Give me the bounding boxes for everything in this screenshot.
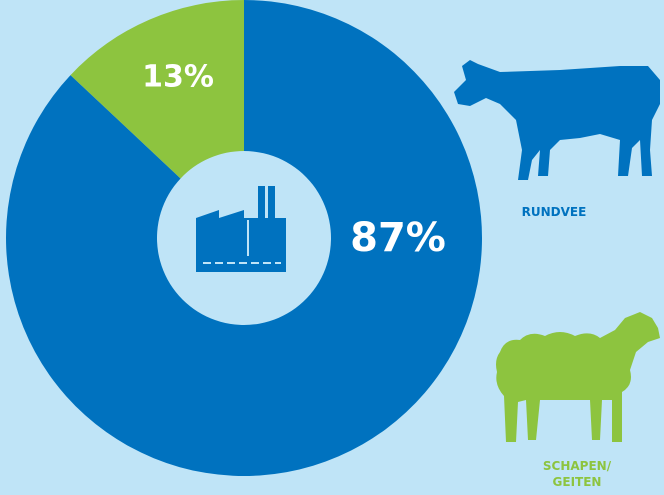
donut (5, 0, 483, 476)
factory-icon (196, 186, 286, 272)
donut-slice (70, 0, 245, 179)
donut-slice (5, 0, 483, 476)
cow-icon (454, 60, 660, 180)
value-label: 13% (142, 60, 214, 95)
legend-label: SCHAPEN/ GEITEN (542, 459, 612, 489)
legend-label: RUNDVEE (521, 205, 587, 219)
sheep-icon (496, 312, 660, 442)
value-label: 87% (350, 215, 446, 261)
